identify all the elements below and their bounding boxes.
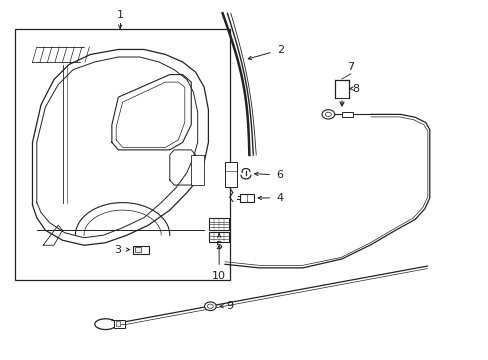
Circle shape: [322, 110, 334, 119]
Bar: [15, 30, 229, 280]
Bar: [341, 112, 352, 117]
Text: 7: 7: [346, 62, 354, 72]
Bar: [191, 155, 203, 185]
Text: 1: 1: [117, 10, 123, 20]
Bar: [135, 247, 141, 252]
Bar: [239, 194, 254, 202]
Circle shape: [207, 304, 213, 309]
Bar: [114, 320, 124, 328]
Text: 6: 6: [276, 170, 283, 180]
Text: 8: 8: [351, 84, 358, 94]
Text: 9: 9: [225, 301, 233, 311]
Text: 10: 10: [212, 271, 225, 282]
Bar: [133, 246, 149, 253]
Text: 2: 2: [277, 45, 284, 55]
Circle shape: [325, 112, 330, 117]
Bar: [209, 219, 228, 230]
Bar: [209, 231, 228, 242]
Text: 4: 4: [276, 193, 283, 203]
Text: 5: 5: [215, 241, 222, 251]
Text: 3: 3: [114, 244, 122, 255]
Circle shape: [204, 302, 216, 311]
Bar: [116, 321, 120, 326]
Bar: [224, 162, 237, 187]
